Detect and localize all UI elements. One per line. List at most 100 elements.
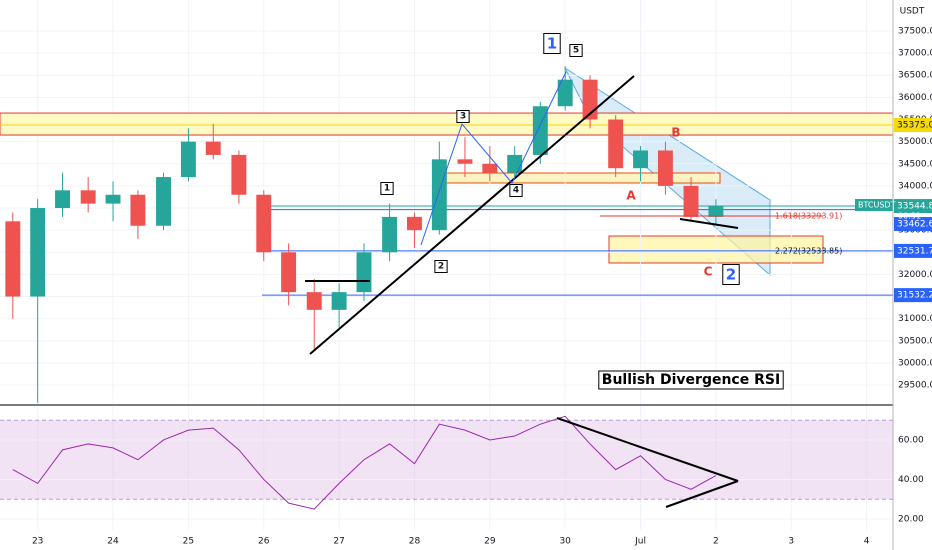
y-tick-label: 30000.00	[898, 358, 932, 368]
annotation-box	[456, 110, 470, 123]
candle-body	[356, 252, 372, 293]
annotation-box	[569, 44, 583, 57]
rsi-band	[0, 420, 893, 500]
zone	[433, 172, 721, 184]
drawings	[0, 0, 894, 530]
y-tick-label: 34000.00	[898, 181, 932, 191]
candle-body	[205, 141, 221, 155]
candle-body	[507, 154, 523, 173]
fib-label: 2.272(32533.85)	[775, 247, 842, 256]
annotation-box	[509, 184, 523, 197]
y-tick-label: 29500.00	[898, 381, 932, 391]
rsi-trend-line	[665, 480, 739, 508]
candle-body	[331, 292, 347, 310]
candle-body	[532, 106, 548, 155]
candle-body	[407, 216, 422, 231]
y-tick-label: 60.00	[898, 435, 924, 445]
candle-body	[156, 177, 171, 226]
x-tick-label: 24	[107, 537, 119, 547]
rsi-line	[12, 415, 717, 510]
y-tick-label: 36000.00	[898, 93, 932, 103]
symbol-tag-label: BTCUSDT	[858, 201, 896, 210]
annotation: C	[704, 265, 713, 279]
price-tag	[894, 217, 932, 232]
annotation: 5	[573, 46, 579, 56]
candle-body	[431, 159, 447, 231]
annotation: A	[626, 189, 636, 203]
y-tick-label: 37000.00	[898, 49, 932, 59]
y-tick-label: 32000.00	[898, 270, 932, 280]
x-tick-label: 27	[333, 537, 344, 547]
y-tick-label: 30500.00	[898, 336, 932, 346]
x-tick-label: 29	[484, 537, 496, 547]
annotation-box	[598, 370, 784, 390]
candle-body	[180, 141, 196, 178]
annotation: 4	[513, 186, 519, 196]
y-tick-label: 36500.00	[898, 71, 932, 81]
price-tag	[894, 288, 932, 303]
candle-body	[5, 221, 21, 297]
annotation: Bullish Divergence RSI	[602, 372, 780, 388]
y-tick-label: 34500.00	[898, 159, 932, 169]
annotation-box	[380, 182, 394, 195]
annotation-box	[543, 33, 561, 54]
price-tag-label: 33544.82	[897, 202, 932, 212]
candle-body	[256, 194, 272, 253]
candle-body	[457, 159, 473, 164]
candle-body	[657, 150, 673, 186]
y-tick-label: 35000.00	[898, 137, 932, 147]
candle-body	[105, 194, 121, 204]
candle-body	[382, 216, 398, 253]
annotation: 1	[547, 35, 557, 53]
candle-body	[231, 154, 247, 195]
y-tick-label: 40.00	[898, 475, 924, 485]
annotation: 1	[384, 184, 390, 194]
x-tick-label: 26	[258, 537, 270, 547]
wave-line	[420, 71, 567, 246]
trend-line	[679, 218, 739, 229]
x-tick-label: Jul	[634, 537, 646, 547]
y-tick-label: 37500.00	[898, 26, 932, 36]
candle-body	[557, 79, 573, 107]
x-tick-label: 28	[409, 537, 421, 547]
candle-body	[306, 292, 322, 310]
candle-body	[80, 190, 96, 204]
annotation: 2	[726, 266, 736, 284]
x-tick-label: 3	[788, 537, 794, 547]
price-tag	[894, 118, 932, 133]
x-tick-label: 30	[559, 537, 571, 547]
annotation-box	[434, 260, 448, 273]
symbol-tag	[855, 199, 893, 211]
candle-body	[130, 194, 146, 226]
x-tick-label: 2	[713, 537, 719, 547]
x-tick-label: 23	[32, 537, 43, 547]
price-tag	[894, 243, 932, 258]
candle-body	[633, 150, 649, 169]
rsi-trend-line	[556, 417, 739, 482]
price-tag-label: 35375.00	[897, 121, 932, 131]
price-tag	[894, 199, 932, 214]
candle-body	[608, 119, 624, 169]
y-tick-label: 31000.00	[898, 314, 932, 324]
annotation-box	[722, 264, 740, 285]
candle-body	[281, 252, 297, 293]
countdown: 00:31	[898, 212, 921, 221]
price-tag-label: 31532.29	[897, 291, 932, 301]
annotation: 2	[438, 262, 444, 272]
annotation: B	[671, 126, 680, 140]
candle-body	[30, 208, 46, 297]
drawings	[305, 71, 823, 508]
level-band	[0, 112, 894, 136]
x-tick-label: 4	[864, 537, 870, 547]
price-tag-label: 32531.74	[897, 246, 932, 256]
trend-line	[309, 75, 635, 355]
candle-body	[708, 206, 724, 217]
candle-body	[683, 185, 699, 217]
candle-body	[482, 163, 498, 173]
y-tick-label: 20.00	[898, 514, 924, 524]
x-tick-label: 25	[183, 537, 194, 547]
currency: USDT	[900, 7, 925, 17]
price-tag-label: 33462.68	[897, 220, 932, 230]
